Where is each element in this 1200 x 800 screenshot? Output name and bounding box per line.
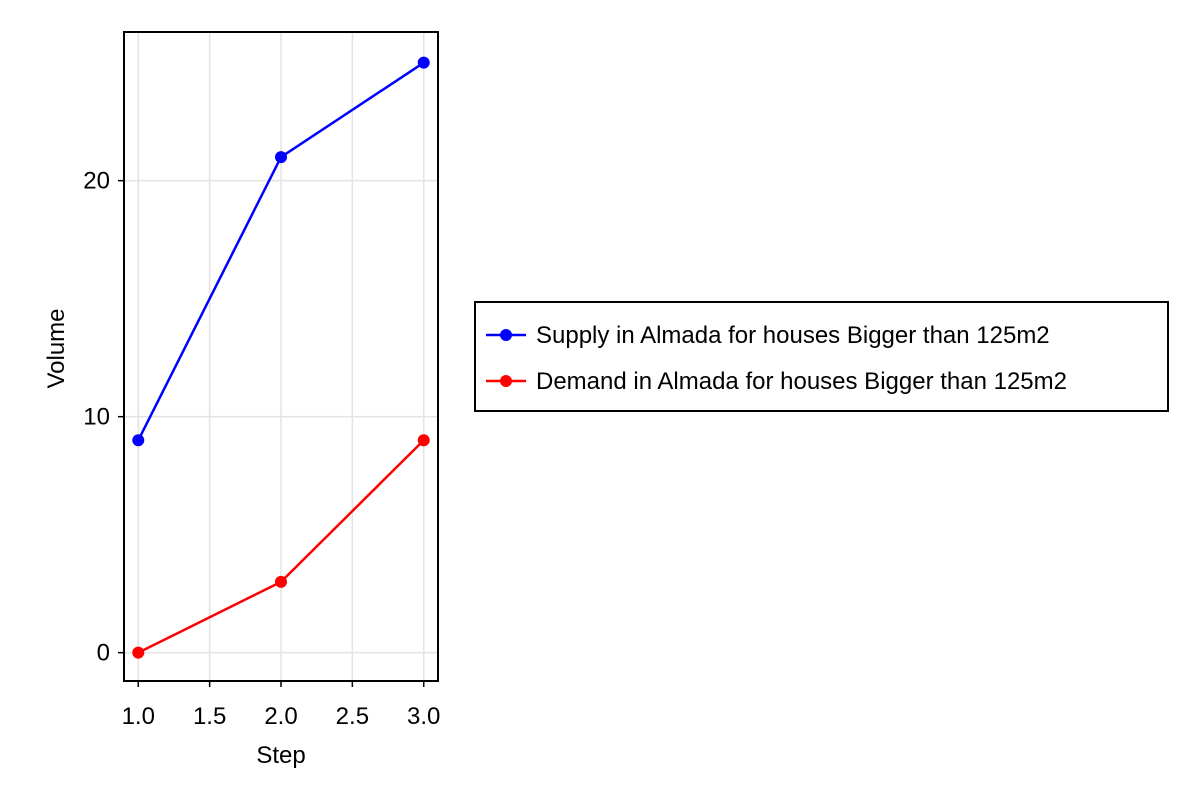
data-point [417, 434, 430, 447]
y-tick-label: 10 [83, 404, 110, 431]
x-tick-label: 3.0 [407, 703, 440, 730]
legend-box [474, 301, 1169, 412]
y-tick-label: 0 [97, 640, 110, 667]
x-tick-label: 1.0 [122, 703, 155, 730]
axis-ticks: 1.0 1.5 2.0 2.5 3.0 0 10 20 [83, 168, 440, 730]
x-tick-label: 1.5 [193, 703, 226, 730]
data-point [132, 646, 145, 659]
legend-swatch-marker [500, 329, 512, 341]
legend-items: Supply in Almada for houses Bigger than … [486, 322, 1067, 395]
series-1 [132, 56, 430, 447]
series-layer [132, 56, 430, 659]
data-point [417, 56, 430, 69]
legend-label: Supply in Almada for houses Bigger than … [536, 322, 1050, 349]
x-tick-label: 2.5 [336, 703, 369, 730]
legend-item: Demand in Almada for houses Bigger than … [486, 368, 1067, 395]
x-axis-title: Step [256, 742, 305, 769]
data-point [132, 434, 145, 447]
y-tick-label: 20 [83, 168, 110, 195]
x-tick-label: 2.0 [264, 703, 297, 730]
legend-item: Supply in Almada for houses Bigger than … [486, 322, 1050, 349]
grid-lines [124, 32, 438, 681]
legend-label: Demand in Almada for houses Bigger than … [536, 368, 1067, 395]
y-axis-title: Volume [43, 308, 70, 388]
legend: Supply in Almada for houses Bigger than … [474, 301, 1169, 412]
legend-swatch-marker [500, 375, 512, 387]
series-2 [132, 434, 430, 659]
data-point [275, 575, 287, 588]
data-point [275, 151, 287, 164]
